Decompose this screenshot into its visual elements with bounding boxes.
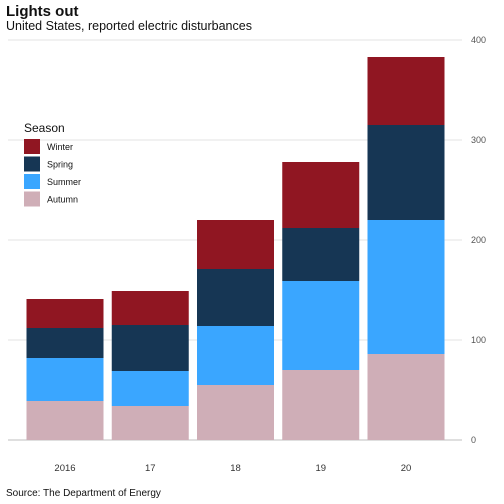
- x-tick-label: 17: [145, 463, 156, 474]
- x-tick-label: 18: [230, 463, 241, 474]
- legend-title: Season: [24, 121, 65, 135]
- bar-segment-spring: [27, 328, 104, 358]
- bar-stacks: [27, 57, 445, 440]
- x-axis-labels: 2016 17 18 19 20: [54, 463, 411, 474]
- legend: Season Winter Spring Summer Autumn: [24, 121, 81, 207]
- x-tick-label: 19: [315, 463, 326, 474]
- source-note: Source: The Department of Energy: [6, 488, 161, 499]
- bar-segment-summer: [282, 281, 359, 370]
- bar-segment-autumn: [368, 354, 445, 440]
- bar-segment-autumn: [197, 385, 274, 440]
- bar-segment-spring: [112, 325, 189, 371]
- y-axis-labels: 0 100 200 300 400: [471, 35, 486, 445]
- y-tick-label: 300: [471, 135, 486, 145]
- bar-segment-winter: [112, 291, 189, 325]
- bar-segment-spring: [282, 228, 359, 281]
- y-tick-label: 200: [471, 235, 486, 245]
- bar-segment-spring: [197, 269, 274, 326]
- bar-segment-autumn: [112, 406, 189, 440]
- legend-label-summer: Summer: [47, 177, 81, 187]
- bar-segment-winter: [197, 220, 274, 269]
- bar-segment-winter: [282, 162, 359, 228]
- legend-label-spring: Spring: [47, 160, 73, 170]
- bar-segment-summer: [368, 220, 445, 354]
- legend-label-winter: Winter: [47, 142, 73, 152]
- bar-segment-winter: [368, 57, 445, 125]
- legend-swatch-spring: [24, 157, 40, 172]
- bar-segment-summer: [27, 358, 104, 401]
- bar-segment-winter: [27, 299, 104, 328]
- y-tick-label: 400: [471, 35, 486, 45]
- bar-segment-spring: [368, 125, 445, 220]
- legend-label-autumn: Autumn: [47, 195, 78, 205]
- legend-swatch-autumn: [24, 192, 40, 207]
- legend-swatch-summer: [24, 174, 40, 189]
- x-tick-label: 2016: [54, 463, 75, 474]
- bar-segment-summer: [112, 371, 189, 406]
- bar-segment-autumn: [27, 401, 104, 440]
- y-tick-label: 100: [471, 335, 486, 345]
- y-tick-label: 0: [471, 435, 476, 445]
- legend-swatch-winter: [24, 139, 40, 154]
- bar-segment-autumn: [282, 370, 359, 440]
- bar-segment-summer: [197, 326, 274, 385]
- x-tick-label: 20: [401, 463, 412, 474]
